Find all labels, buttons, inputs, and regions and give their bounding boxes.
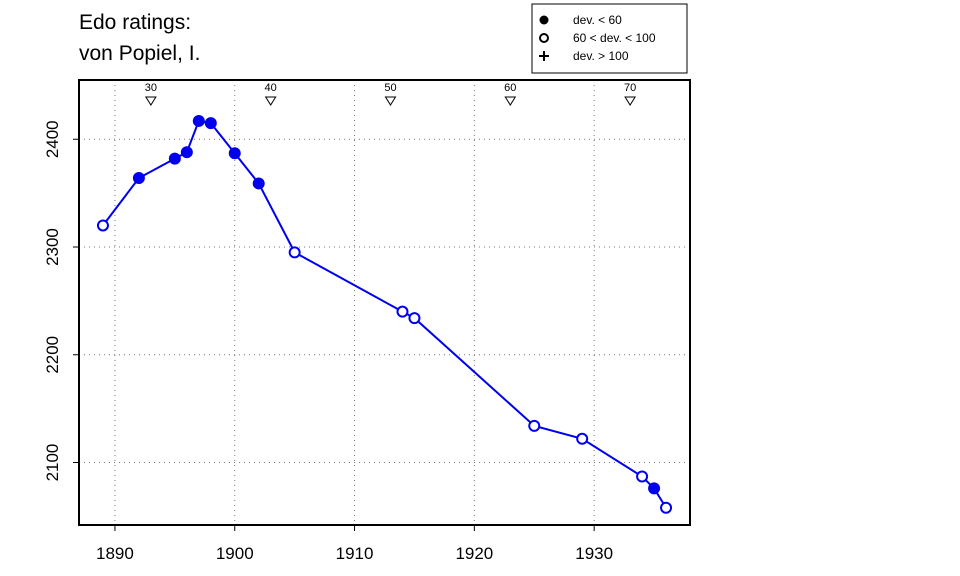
age-marker-triangle <box>384 96 397 106</box>
legend-label: dev. < 60 <box>573 13 622 27</box>
age-marker-label: 40 <box>265 82 277 94</box>
rating-point-open <box>660 501 673 514</box>
age-marker-label: 70 <box>624 82 636 94</box>
rating-point-filled <box>192 114 205 127</box>
plot-frame <box>78 79 691 526</box>
y-tick-label: 2400 <box>43 120 62 158</box>
rating-point-filled <box>648 482 661 495</box>
rating-point-open <box>408 312 421 325</box>
rating-point-open <box>96 219 109 232</box>
legend-filled-circle-icon <box>539 15 549 25</box>
age-marker-label: 60 <box>504 82 516 94</box>
legend-open-circle-icon <box>539 33 549 43</box>
rating-point-filled <box>204 117 217 130</box>
rating-point-open <box>636 470 649 483</box>
age-marker-label: 30 <box>145 82 157 94</box>
rating-point-open <box>576 432 589 445</box>
x-tick-label: 1890 <box>96 544 134 563</box>
rating-point-filled <box>180 146 193 159</box>
rating-series <box>96 114 673 514</box>
rating-point-open <box>528 419 541 432</box>
grid <box>79 80 690 525</box>
x-tick-label: 1910 <box>336 544 374 563</box>
age-marker-triangle <box>624 96 637 106</box>
age-marker-triangle <box>144 96 157 106</box>
age-marker-triangle <box>504 96 517 106</box>
legend-label: dev. > 100 <box>573 49 629 63</box>
title-line-2: von Popiel, I. <box>79 42 200 65</box>
chart-title: Edo ratings: von Popiel, I. <box>79 11 200 65</box>
y-tick-label: 2200 <box>43 336 62 374</box>
legend-box <box>531 3 688 74</box>
x-tick-label: 1900 <box>216 544 254 563</box>
rating-line <box>102 119 667 509</box>
legend: dev. < 60 60 < dev. < 100 dev. > 100 <box>531 3 688 74</box>
legend-label: 60 < dev. < 100 <box>573 31 656 45</box>
rating-point-open <box>288 246 301 259</box>
legend-plus-icon <box>539 51 549 61</box>
y-tick-label: 2100 <box>43 444 62 482</box>
y-tick-label: 2300 <box>43 228 62 266</box>
age-markers: 30 40 50 60 70 <box>144 82 637 106</box>
axes: 1890 1900 1910 1920 1930 2100 2200 2300 2400 <box>43 120 613 563</box>
rating-point-open <box>396 305 409 318</box>
age-marker-triangle <box>264 96 277 106</box>
rating-point-filled <box>168 152 181 165</box>
x-tick-label: 1920 <box>455 544 493 563</box>
rating-point-filled <box>228 147 241 160</box>
title-line-1: Edo ratings: <box>79 11 191 34</box>
rating-point-filled <box>132 172 145 185</box>
age-marker-label: 50 <box>384 82 396 94</box>
rating-point-filled <box>252 177 265 190</box>
x-tick-label: 1930 <box>575 544 613 563</box>
